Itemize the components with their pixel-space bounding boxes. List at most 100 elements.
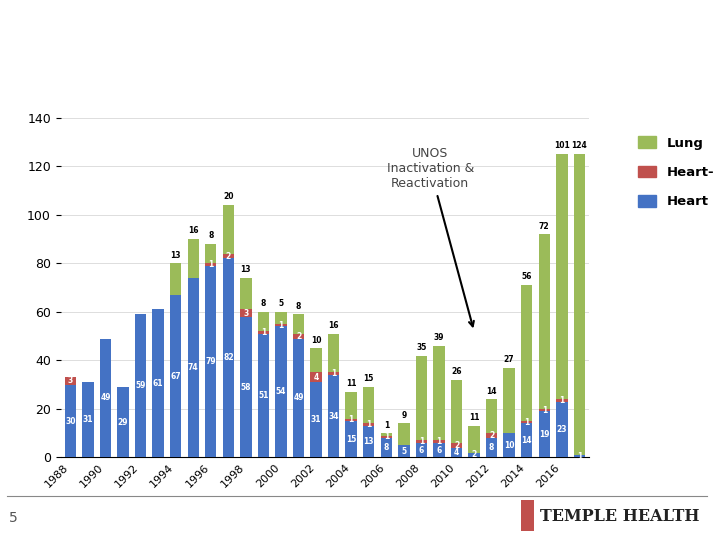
Bar [433, 443, 445, 457]
Text: 13: 13 [171, 251, 181, 259]
Text: 39: 39 [433, 333, 444, 342]
Bar [328, 375, 339, 457]
Bar [240, 278, 251, 309]
Text: 54: 54 [276, 387, 286, 396]
Text: 5: 5 [401, 447, 406, 456]
Text: 13: 13 [363, 437, 374, 446]
Bar [398, 424, 410, 445]
Text: 61: 61 [153, 379, 164, 388]
Text: 1: 1 [577, 452, 582, 461]
Text: 8: 8 [383, 443, 389, 452]
Bar [117, 387, 129, 457]
Bar [556, 154, 568, 399]
Bar [188, 239, 199, 278]
Text: 1: 1 [383, 421, 389, 430]
Bar [573, 455, 585, 457]
Bar [486, 399, 498, 433]
Text: 4: 4 [313, 373, 318, 382]
Text: 14: 14 [521, 436, 532, 445]
Bar [65, 385, 76, 457]
Text: TRANSPLANT PROGRAM: TRANSPLANT PROGRAM [18, 74, 384, 101]
Bar [346, 421, 357, 457]
Text: 6: 6 [436, 446, 441, 455]
Bar [398, 445, 410, 457]
Bar [293, 339, 304, 457]
Bar [363, 387, 374, 424]
Text: 14: 14 [486, 387, 497, 395]
Text: 16: 16 [328, 321, 339, 330]
Text: 6: 6 [419, 446, 424, 455]
Text: 20: 20 [223, 193, 233, 201]
Bar [100, 339, 111, 457]
Text: 2: 2 [471, 450, 477, 460]
Bar [276, 312, 287, 324]
Bar [521, 421, 533, 424]
Bar [503, 433, 515, 457]
Text: 1: 1 [419, 437, 424, 446]
Text: TEMPLE CARDIOTHORACIC: TEMPLE CARDIOTHORACIC [18, 30, 421, 57]
Text: 15: 15 [346, 435, 356, 444]
Text: 1: 1 [542, 406, 547, 415]
Bar [451, 448, 462, 457]
Text: 49: 49 [100, 393, 111, 402]
Text: 1: 1 [524, 418, 529, 427]
Bar [223, 205, 234, 254]
Text: 8: 8 [489, 443, 494, 452]
Bar [328, 372, 339, 375]
Text: 56: 56 [521, 272, 532, 281]
Text: 1: 1 [261, 328, 266, 337]
Bar [486, 433, 498, 438]
Text: 3: 3 [243, 309, 248, 318]
Text: 10: 10 [311, 335, 321, 345]
Text: 1: 1 [278, 320, 283, 330]
Text: 3: 3 [68, 377, 73, 386]
Text: 27: 27 [504, 355, 515, 364]
Text: 82: 82 [223, 354, 233, 362]
Bar [538, 411, 550, 457]
Bar [556, 399, 568, 402]
Text: 2: 2 [489, 431, 494, 440]
Text: 5: 5 [9, 511, 17, 525]
Bar [205, 263, 216, 266]
Legend: Lung, Heart-Lung, Heart: Lung, Heart-Lung, Heart [633, 131, 714, 213]
Bar [416, 356, 427, 440]
Bar [82, 382, 94, 457]
Bar [521, 285, 533, 421]
Bar [363, 426, 374, 457]
Bar [433, 440, 445, 443]
Bar [521, 500, 534, 531]
Bar [521, 424, 533, 457]
Bar [170, 263, 181, 295]
Text: 2: 2 [296, 332, 301, 341]
Text: 2: 2 [226, 251, 231, 261]
Text: 8: 8 [296, 302, 301, 311]
Text: 101: 101 [554, 141, 570, 150]
Bar [258, 334, 269, 457]
Bar [223, 258, 234, 457]
Text: 1: 1 [366, 420, 371, 429]
Text: 35: 35 [416, 343, 426, 352]
Bar [538, 234, 550, 409]
Bar [328, 334, 339, 372]
Bar [240, 317, 251, 457]
Bar [363, 424, 374, 426]
Text: 1: 1 [383, 432, 389, 441]
Text: 59: 59 [136, 381, 146, 391]
Text: 31: 31 [311, 415, 321, 424]
Bar [486, 438, 498, 457]
Text: 124: 124 [571, 141, 588, 150]
Text: 30: 30 [65, 417, 76, 425]
Text: 1: 1 [559, 396, 565, 405]
Text: UNOS
Inactivation &
Reactivation: UNOS Inactivation & Reactivation [386, 148, 474, 326]
Bar [468, 453, 480, 457]
Text: 79: 79 [206, 357, 216, 366]
Bar [311, 382, 322, 457]
Text: 11: 11 [469, 413, 479, 422]
Bar [381, 433, 392, 435]
Bar [433, 346, 445, 440]
Text: 1: 1 [331, 369, 336, 378]
Bar [416, 440, 427, 443]
Text: 23: 23 [557, 425, 567, 434]
Bar [416, 443, 427, 457]
Text: TEMPLE HEALTH: TEMPLE HEALTH [540, 508, 699, 525]
